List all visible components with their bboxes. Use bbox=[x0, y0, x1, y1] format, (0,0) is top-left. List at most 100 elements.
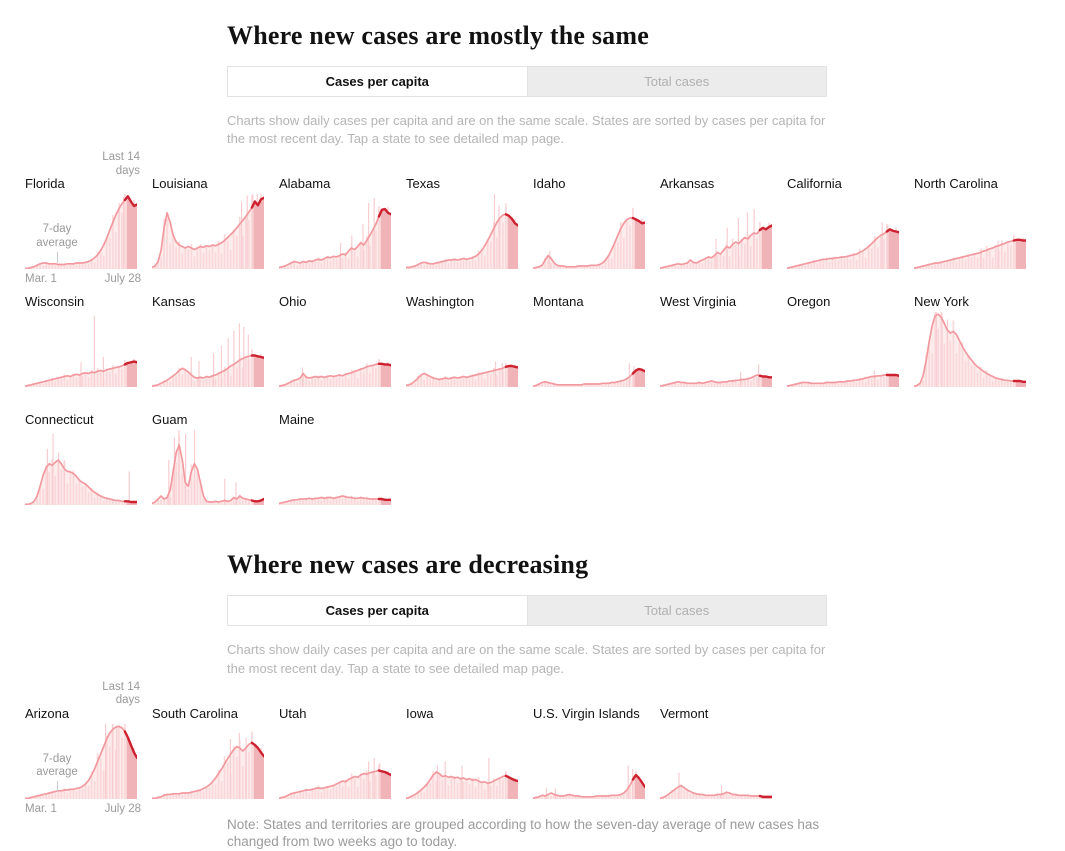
sparkline-texas bbox=[406, 194, 518, 270]
state-chart-connecticut[interactable]: Connecticut bbox=[25, 412, 137, 506]
state-label: Arkansas bbox=[660, 176, 715, 192]
footnote: Note: States and territories are grouped… bbox=[227, 816, 820, 850]
state-label: Iowa bbox=[406, 705, 434, 721]
state-chart-iowa[interactable]: Iowa bbox=[406, 706, 518, 799]
section-1-title: Where new cases are mostly the same bbox=[227, 21, 649, 50]
state-chart-california[interactable]: California bbox=[787, 176, 899, 270]
x-axis-end-label: July 28 bbox=[104, 802, 141, 815]
state-chart-utah[interactable]: Utah bbox=[279, 706, 391, 799]
state-label: Wisconsin bbox=[25, 294, 85, 310]
toggle-cases-per-capita[interactable]: Cases per capita bbox=[228, 595, 527, 625]
x-axis-start-label: Mar. 1 bbox=[25, 273, 57, 286]
state-label: New York bbox=[914, 294, 969, 310]
sparkline-alabama bbox=[279, 198, 391, 270]
sparkline-wisconsin bbox=[25, 316, 137, 388]
state-chart-south-carolina[interactable]: South Carolina bbox=[152, 706, 264, 799]
sparkline-south-carolina bbox=[152, 731, 264, 799]
sparkline-guam bbox=[152, 430, 264, 506]
section-1-header: Where new cases are mostly the same Case… bbox=[227, 21, 827, 149]
section-2-title: Where new cases are decreasing bbox=[227, 550, 589, 580]
state-chart-kansas[interactable]: Kansas bbox=[152, 294, 264, 388]
state-label: Ohio bbox=[279, 294, 307, 310]
section-1-charts-grid: Florida Last 14 days 7-day average Mar. 1 July… bbox=[25, 151, 1065, 388]
sparkline-washington bbox=[406, 361, 518, 388]
sparkline-maine bbox=[279, 495, 391, 506]
sparkline-arkansas bbox=[660, 209, 772, 270]
seven-day-average-annotation: 7-day average bbox=[21, 223, 93, 263]
state-chart-texas[interactable]: Texas bbox=[406, 176, 518, 270]
state-label: Maine bbox=[279, 412, 315, 428]
state-chart-maine[interactable]: Maine bbox=[279, 412, 391, 506]
state-chart-washington[interactable]: Washington bbox=[406, 294, 518, 388]
sparkline-oregon bbox=[787, 370, 899, 388]
seven-day-average-annotation: 7-day average bbox=[21, 753, 93, 792]
state-label: Oregon bbox=[787, 294, 831, 310]
state-label: Louisiana bbox=[152, 176, 208, 192]
state-label: Idaho bbox=[533, 176, 566, 192]
section-2-description: Charts show daily cases per capita and a… bbox=[227, 641, 826, 676]
state-label: North Carolina bbox=[914, 176, 998, 192]
state-chart-west-virginia[interactable]: West Virginia bbox=[660, 294, 772, 388]
toggle-total-cases[interactable]: Total cases bbox=[526, 66, 826, 96]
x-axis-labels: Mar. 1 July 28 bbox=[25, 803, 141, 815]
state-chart-montana[interactable]: Montana bbox=[533, 294, 645, 388]
x-axis-end-label: July 28 bbox=[104, 273, 141, 286]
state-chart-wisconsin[interactable]: Wisconsin bbox=[25, 294, 137, 388]
section-2-view-toggle: Cases per capita Total cases bbox=[227, 594, 827, 626]
state-chart-new-york[interactable]: New York bbox=[914, 294, 1026, 388]
sparkline-connecticut bbox=[25, 434, 137, 506]
last-14-days-annotation: Last 14 days bbox=[102, 151, 140, 177]
state-label: Guam bbox=[152, 412, 188, 428]
section-1-view-toggle: Cases per capita Total cases bbox=[227, 65, 827, 97]
state-chart-alabama[interactable]: Alabama bbox=[279, 176, 391, 270]
annotation-pointer-line bbox=[56, 251, 58, 263]
state-label: Montana bbox=[533, 294, 584, 310]
last-14-days-annotation: Last 14 days bbox=[102, 680, 140, 706]
state-label: Kansas bbox=[152, 294, 196, 310]
state-label: Alabama bbox=[279, 176, 331, 192]
state-label: Washington bbox=[406, 294, 475, 310]
state-chart-florida[interactable]: Florida Last 14 days 7-day average Mar. 1 July… bbox=[25, 151, 141, 285]
state-chart-ohio[interactable]: Ohio bbox=[279, 294, 391, 388]
toggle-total-cases[interactable]: Total cases bbox=[526, 595, 826, 625]
sparkline-iowa bbox=[406, 757, 518, 799]
state-chart-oregon[interactable]: Oregon bbox=[787, 294, 899, 388]
sparkline-florida bbox=[25, 194, 137, 270]
section-2-header: Where new cases are decreasing Cases per… bbox=[227, 551, 827, 678]
state-label: California bbox=[787, 176, 842, 192]
sparkline-north-carolina bbox=[914, 235, 1026, 270]
sparkline-louisiana bbox=[152, 194, 264, 270]
state-label: U.S. Virgin Islands bbox=[533, 705, 640, 721]
sparkline-idaho bbox=[533, 208, 645, 270]
state-chart-arizona[interactable]: Arizona Last 14 days 7-day average Mar. 1 July… bbox=[25, 681, 141, 815]
sparkline-ohio bbox=[279, 359, 391, 388]
toggle-cases-per-capita[interactable]: Cases per capita bbox=[228, 66, 527, 96]
state-chart-idaho[interactable]: Idaho bbox=[533, 176, 645, 270]
sparkline-kansas bbox=[152, 323, 264, 388]
sparkline-arizona bbox=[25, 723, 137, 799]
state-chart-u-s-virgin-islands[interactable]: U.S. Virgin Islands bbox=[533, 706, 645, 799]
state-chart-louisiana[interactable]: Louisiana bbox=[152, 176, 264, 270]
state-chart-arkansas[interactable]: Arkansas bbox=[660, 176, 772, 270]
state-chart-north-carolina[interactable]: North Carolina bbox=[914, 176, 1026, 270]
x-axis-labels: Mar. 1 July 28 bbox=[25, 273, 141, 285]
state-label: Utah bbox=[279, 705, 307, 721]
sparkline-new-york bbox=[914, 312, 1026, 388]
state-chart-vermont[interactable]: Vermont bbox=[660, 706, 772, 799]
state-label: South Carolina bbox=[152, 705, 238, 721]
x-axis-start-label: Mar. 1 bbox=[25, 802, 57, 815]
state-chart-guam[interactable]: Guam bbox=[152, 412, 264, 506]
sparkline-vermont bbox=[660, 772, 772, 799]
sparkline-u-s-virgin-islands bbox=[533, 764, 645, 799]
section-2-charts-grid: Arizona Last 14 days 7-day average Mar. 1 July… bbox=[25, 681, 1065, 815]
sparkline-california bbox=[787, 222, 899, 270]
state-label: Connecticut bbox=[25, 412, 94, 428]
annotation-pointer-line bbox=[56, 781, 58, 792]
state-label: Vermont bbox=[660, 705, 709, 721]
state-label: Florida bbox=[25, 176, 65, 192]
section-1-description: Charts show daily cases per capita and a… bbox=[227, 112, 826, 147]
sparkline-west-virginia bbox=[660, 364, 772, 388]
sparkline-utah bbox=[279, 757, 391, 799]
state-label: West Virginia bbox=[660, 294, 737, 310]
